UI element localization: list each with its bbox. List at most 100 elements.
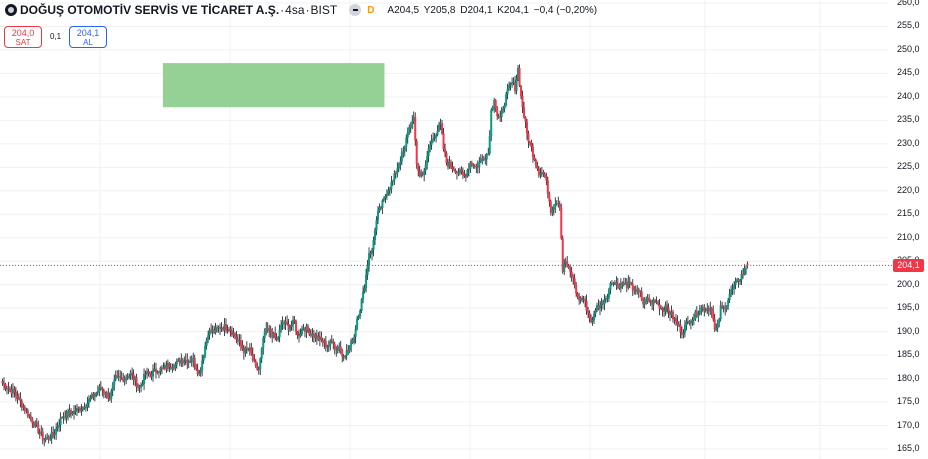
candle-up <box>105 392 108 395</box>
candle-down <box>442 133 445 149</box>
candle-down <box>721 305 724 307</box>
candle-down <box>339 346 342 351</box>
candle-down <box>415 140 418 164</box>
candle-down <box>70 410 73 413</box>
candle-down <box>10 389 13 394</box>
exchange-label[interactable]: BIST <box>310 3 338 17</box>
candle-up <box>393 173 396 181</box>
candle-down <box>414 116 417 141</box>
candle-down <box>324 340 327 347</box>
collapse-toggle-icon[interactable] <box>349 4 362 16</box>
candle-down <box>514 82 517 92</box>
candle-up <box>433 137 436 139</box>
current-price-label: 204,1 <box>893 259 924 272</box>
candle-up <box>619 282 622 289</box>
candle-up <box>302 328 305 330</box>
candle-down <box>330 340 333 342</box>
resistance-zone[interactable] <box>162 63 385 108</box>
candle-down <box>138 386 141 388</box>
candle-up <box>151 370 154 377</box>
candle-up <box>491 106 494 111</box>
candle-up <box>682 332 685 335</box>
candle-down <box>521 95 524 108</box>
symbol-name[interactable]: DOĞUŞ OTOMOTİV SERVİS VE TİCARET A.Ş. <box>20 3 280 17</box>
candle-up <box>715 327 718 331</box>
candle-up <box>436 130 439 135</box>
candle-up <box>153 368 156 371</box>
candle-down <box>527 133 530 142</box>
candle-up <box>636 288 639 292</box>
candle-down <box>52 432 55 436</box>
candle-up <box>719 305 722 320</box>
candle-down <box>296 331 299 335</box>
candle-up <box>739 280 742 283</box>
candle-up <box>171 367 174 369</box>
candle-down <box>5 388 8 390</box>
candle-up <box>469 162 472 169</box>
candle-down <box>8 388 11 390</box>
sell-button[interactable]: 204,0 SAT <box>4 26 42 48</box>
candle-down <box>168 363 171 367</box>
candle-down <box>566 261 569 266</box>
candle-down <box>216 327 219 329</box>
candle-up <box>356 318 359 330</box>
candle-up <box>198 372 201 375</box>
candle-up <box>399 161 402 164</box>
candle-up <box>76 407 78 412</box>
candle-up <box>350 340 353 347</box>
candle-down <box>78 407 81 412</box>
candle-down <box>241 345 244 349</box>
candle-down <box>597 305 600 309</box>
candle-down <box>610 282 613 284</box>
candle-up <box>190 361 193 363</box>
delayed-data-badge[interactable]: D <box>367 4 375 16</box>
candlestick-series <box>1 64 749 447</box>
candle-down <box>447 163 450 167</box>
candle-up <box>554 203 557 208</box>
candle-down <box>518 67 521 87</box>
candle-up <box>677 324 680 326</box>
candle-down <box>537 168 540 176</box>
candle-up <box>134 377 137 381</box>
y-tick-label: 250,0 <box>897 43 920 54</box>
candle-down <box>707 308 710 312</box>
candle-up <box>259 358 262 370</box>
candle-down <box>245 347 248 350</box>
candle-up <box>646 297 649 302</box>
candle-down <box>196 369 199 375</box>
candle-down <box>452 169 455 171</box>
candle-up <box>318 336 321 341</box>
candle-down <box>567 265 570 268</box>
candle-down <box>667 307 670 313</box>
candle-up <box>204 345 207 356</box>
candle-up <box>511 82 514 84</box>
candle-down <box>286 321 289 325</box>
candle-down <box>654 300 657 302</box>
candle-up <box>704 310 707 312</box>
candle-down <box>710 308 713 312</box>
candle-down <box>213 329 216 333</box>
candle-up <box>217 327 220 329</box>
y-tick-label: 260,0 <box>897 0 920 7</box>
candle-up <box>175 360 178 365</box>
candle-up <box>40 431 43 433</box>
candle-up <box>384 196 387 198</box>
candle-down <box>150 374 153 377</box>
candle-down <box>233 333 236 337</box>
candle-up <box>368 252 371 266</box>
candle-up <box>93 394 96 398</box>
candle-up <box>539 173 542 176</box>
candle-up <box>508 84 511 89</box>
candle-up <box>613 282 616 284</box>
candle-down <box>308 330 311 336</box>
timeframe-label[interactable]: 4sa <box>285 3 305 17</box>
candle-down <box>676 321 679 326</box>
buy-button[interactable]: 204,1 AL <box>69 26 107 48</box>
candle-up <box>582 299 585 301</box>
candle-up <box>86 402 89 408</box>
candle-down <box>461 171 464 175</box>
candle-up <box>706 308 709 311</box>
candle-up <box>685 321 688 326</box>
candle-up <box>716 323 719 328</box>
